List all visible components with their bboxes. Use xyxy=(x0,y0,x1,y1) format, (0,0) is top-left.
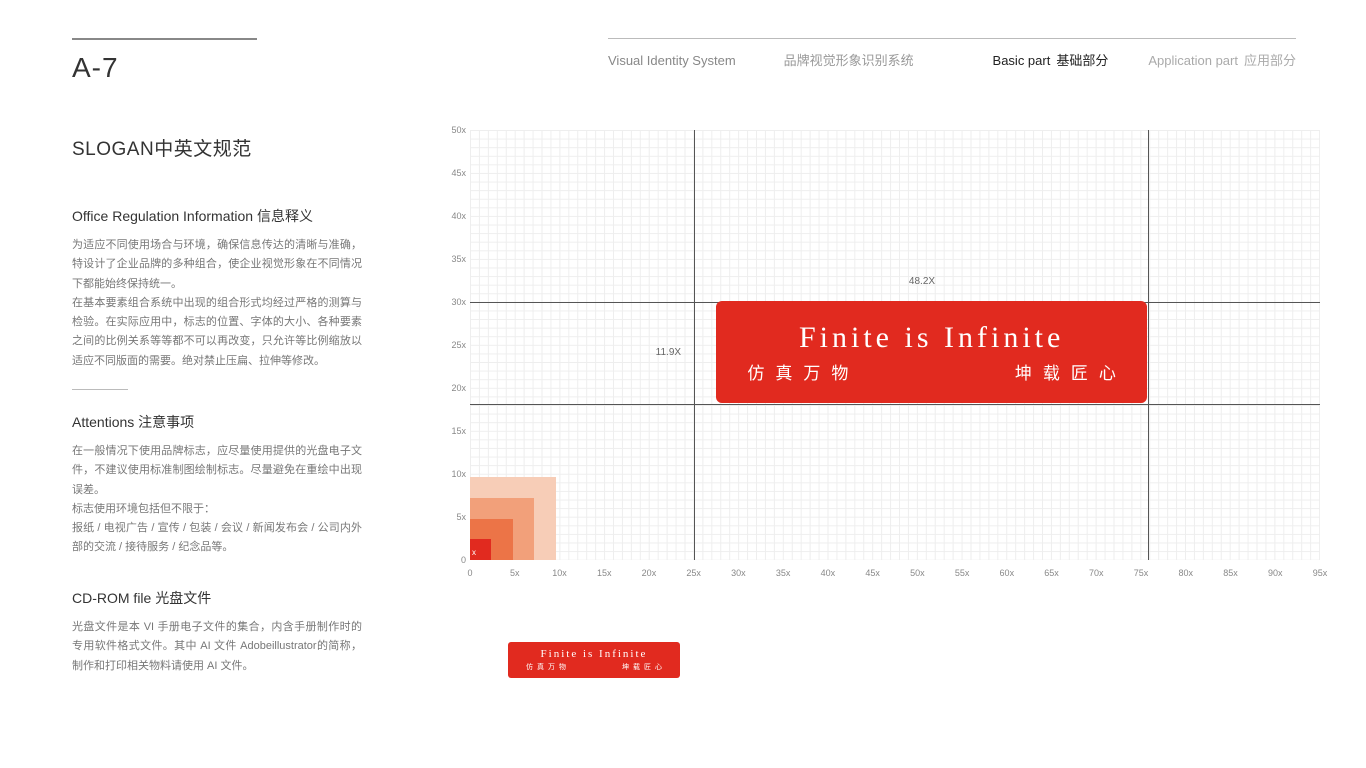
top-nav: Visual Identity System 品牌视觉形象识别系统 Basic … xyxy=(608,50,1296,69)
section-info: Office Regulation Information 信息释义 为适应不同… xyxy=(72,206,362,404)
page-title: SLOGAN中英文规范 xyxy=(72,134,252,161)
x-tick-label: 65x xyxy=(1044,568,1059,578)
section-attentions-p3: 报纸 / 电视广告 / 宣传 / 包装 / 会议 / 新闻发布会 / 公司内外部… xyxy=(72,519,362,558)
slogan-en: Finite is Infinite xyxy=(799,321,1064,355)
width-dim-label: 48.2X xyxy=(909,276,935,287)
y-tick-label: 35x xyxy=(444,254,466,264)
rule-top-right xyxy=(608,38,1296,39)
x-tick-label: 0 xyxy=(467,568,472,578)
unit-x-label: x xyxy=(472,548,476,557)
y-tick-label: 10x xyxy=(444,469,466,479)
slogan-box: Finite is Infinite 仿真万物坤载匠心 xyxy=(716,301,1147,403)
y-tick-label: 0 xyxy=(444,555,466,565)
slogan-preview: Finite is Infinite 仿真万物 坤载匠心 xyxy=(508,642,680,678)
x-tick-label: 90x xyxy=(1268,568,1283,578)
nav-vis-en: Visual Identity System xyxy=(608,53,736,68)
nav-basic-cn: 基础部分 xyxy=(1056,50,1108,69)
divider xyxy=(72,389,128,390)
y-tick-label: 45x xyxy=(444,168,466,178)
preview-en: Finite is Infinite xyxy=(541,648,648,660)
nav-basic-en: Basic part xyxy=(993,53,1051,68)
nav-vis-cn: 品牌视觉形象识别系统 xyxy=(784,50,914,69)
spec-chart: 0 5x 10x 15x 20x 25x 30x 35x 40x 45x 50x 0 5x 10x 15x… xyxy=(430,130,1330,590)
y-tick-label: 15x xyxy=(444,426,466,436)
x-tick-label: 45x xyxy=(865,568,880,578)
section-attentions-p2: 标志使用环境包括但不限于： xyxy=(72,500,362,519)
section-attentions-heading: Attentions 注意事项 xyxy=(72,412,362,432)
y-tick-label: 50x xyxy=(444,125,466,135)
section-cdrom-p1: 光盘文件是本 VI 手册电子文件的集合，内含手册制作时的专用软件格式文件。其中 … xyxy=(72,618,362,676)
x-tick-label: 30x xyxy=(731,568,746,578)
page-code: A-7 xyxy=(72,52,119,84)
x-tick-label: 5x xyxy=(510,568,520,578)
x-tick-label: 80x xyxy=(1178,568,1193,578)
section-info-p1: 为适应不同使用场合与环境，确保信息传达的清晰与准确，特设计了企业品牌的多种组合，… xyxy=(72,236,362,294)
x-tick-label: 50x xyxy=(910,568,925,578)
section-cdrom: CD-ROM file 光盘文件 光盘文件是本 VI 手册电子文件的集合，内含手… xyxy=(72,588,362,676)
y-tick-label: 30x xyxy=(444,297,466,307)
y-tick-label: 25x xyxy=(444,340,466,350)
nav-app-cn: 应用部分 xyxy=(1244,50,1296,69)
x-tick-label: 20x xyxy=(642,568,657,578)
x-tick-label: 60x xyxy=(1000,568,1015,578)
section-attentions: Attentions 注意事项 在一般情况下使用品牌标志，应尽量使用提供的光盘电… xyxy=(72,412,362,558)
section-cdrom-heading: CD-ROM file 光盘文件 xyxy=(72,588,362,608)
x-tick-label: 10x xyxy=(552,568,567,578)
x-tick-label: 40x xyxy=(821,568,836,578)
height-dim-label: 11.9X xyxy=(656,347,681,358)
nav-app-en: Application part xyxy=(1148,53,1238,68)
x-tick-label: 75x xyxy=(1134,568,1149,578)
y-tick-label: 5x xyxy=(444,512,466,522)
x-tick-label: 15x xyxy=(597,568,612,578)
section-info-heading: Office Regulation Information 信息释义 xyxy=(72,206,362,226)
y-tick-label: 20x xyxy=(444,383,466,393)
y-tick-label: 40x xyxy=(444,211,466,221)
section-info-p2: 在基本要素组合系统中出现的组合形式均经过严格的测算与检验。在实际应用中，标志的位… xyxy=(72,294,362,371)
x-tick-label: 70x xyxy=(1089,568,1104,578)
x-tick-label: 25x xyxy=(686,568,701,578)
slogan-cn: 仿真万物坤载匠心 xyxy=(742,359,1121,384)
x-tick-label: 95x xyxy=(1313,568,1328,578)
preview-cn: 仿真万物 坤载匠心 xyxy=(524,662,664,672)
x-tick-label: 35x xyxy=(776,568,791,578)
rule-top-left xyxy=(72,38,257,40)
x-tick-label: 55x xyxy=(955,568,970,578)
x-tick-label: 85x xyxy=(1223,568,1238,578)
section-attentions-p1: 在一般情况下使用品牌标志，应尽量使用提供的光盘电子文件，不建议使用标准制图绘制标… xyxy=(72,442,362,500)
